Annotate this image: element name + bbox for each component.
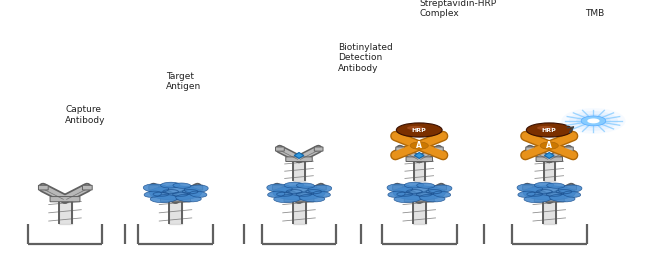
Ellipse shape [143,184,169,193]
FancyBboxPatch shape [193,185,203,190]
Ellipse shape [434,191,450,197]
Circle shape [410,142,428,149]
Ellipse shape [407,126,424,130]
Ellipse shape [308,185,332,193]
Ellipse shape [150,186,202,200]
Text: Capture
Antibody: Capture Antibody [65,105,105,125]
FancyBboxPatch shape [404,197,434,202]
FancyBboxPatch shape [83,185,92,190]
FancyBboxPatch shape [435,147,443,151]
FancyBboxPatch shape [565,147,573,151]
FancyBboxPatch shape [315,147,323,151]
FancyBboxPatch shape [272,185,282,190]
Text: TMB: TMB [585,9,604,18]
Ellipse shape [428,185,452,193]
Text: A: A [416,141,422,150]
FancyBboxPatch shape [396,147,404,151]
Ellipse shape [394,195,421,203]
Ellipse shape [185,185,208,193]
FancyBboxPatch shape [393,185,402,190]
Ellipse shape [534,182,554,188]
Text: A: A [546,141,552,150]
Polygon shape [545,153,554,158]
Ellipse shape [150,195,177,203]
Ellipse shape [537,126,554,130]
FancyBboxPatch shape [161,197,190,202]
Ellipse shape [558,185,582,193]
Polygon shape [294,153,304,158]
Ellipse shape [524,195,551,203]
Ellipse shape [299,194,325,202]
Ellipse shape [417,183,435,188]
FancyBboxPatch shape [286,157,312,161]
Ellipse shape [404,182,424,188]
FancyBboxPatch shape [38,185,48,190]
Ellipse shape [268,191,285,197]
Ellipse shape [144,191,161,197]
Ellipse shape [393,186,445,200]
Text: Biotinylated
Detection
Antibody: Biotinylated Detection Antibody [338,43,393,73]
Ellipse shape [176,194,202,202]
Ellipse shape [547,183,565,188]
Text: HRP: HRP [412,127,426,133]
FancyBboxPatch shape [567,185,577,190]
Circle shape [588,119,599,123]
Text: Streptavidin-HRP
Complex: Streptavidin-HRP Complex [419,0,497,18]
Polygon shape [415,153,424,158]
Ellipse shape [161,182,180,188]
Ellipse shape [313,191,330,197]
FancyBboxPatch shape [317,185,326,190]
Circle shape [576,114,611,128]
Ellipse shape [387,184,413,193]
Ellipse shape [296,183,315,188]
FancyBboxPatch shape [526,147,534,151]
Ellipse shape [284,182,304,188]
FancyBboxPatch shape [437,185,447,190]
FancyBboxPatch shape [406,157,432,161]
Ellipse shape [526,123,572,137]
FancyBboxPatch shape [523,185,532,190]
Ellipse shape [523,186,575,200]
Circle shape [569,111,618,131]
FancyBboxPatch shape [50,197,80,202]
Ellipse shape [388,191,405,197]
Ellipse shape [190,191,207,197]
Ellipse shape [549,194,575,202]
Circle shape [562,108,625,134]
Ellipse shape [564,191,580,197]
Circle shape [540,142,558,149]
Ellipse shape [274,195,301,203]
Text: Target
Antigen: Target Antigen [166,72,201,91]
Ellipse shape [396,123,442,137]
FancyBboxPatch shape [276,147,284,151]
Ellipse shape [266,184,292,193]
Ellipse shape [273,186,325,200]
Circle shape [581,116,606,126]
FancyBboxPatch shape [284,197,314,202]
Ellipse shape [517,184,543,193]
FancyBboxPatch shape [536,157,562,161]
Ellipse shape [173,183,191,188]
FancyBboxPatch shape [149,185,159,190]
FancyBboxPatch shape [534,197,564,202]
Ellipse shape [419,194,445,202]
Ellipse shape [518,191,535,197]
Text: HRP: HRP [542,127,556,133]
